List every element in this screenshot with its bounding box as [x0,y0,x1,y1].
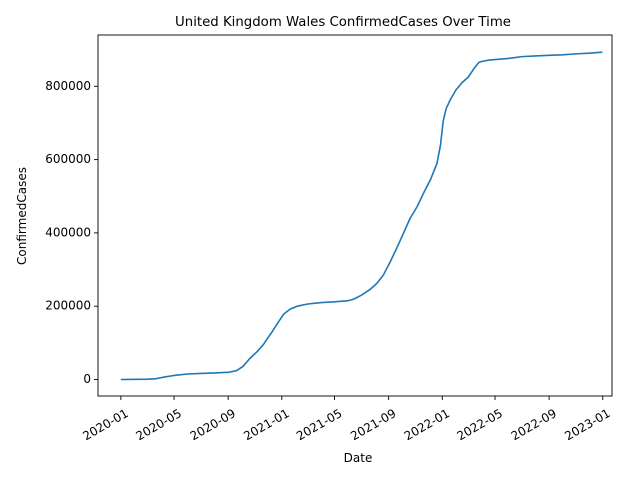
y-tick-label: 400000 [45,225,91,239]
y-axis-ticks: 0 200000 400000 600000 800000 [45,79,98,386]
chart-title: United Kingdom Wales ConfirmedCases Over… [175,15,511,30]
y-tick-label: 200000 [45,299,91,313]
y-tick-label: 800000 [45,79,91,93]
series-line-confirmed-cases [120,51,603,381]
y-axis-label: ConfirmedCases [15,167,29,265]
y-tick-label: 0 [83,372,91,386]
plot-area [120,51,603,381]
x-axis-label: Date [344,451,373,465]
y-tick-label: 600000 [45,152,91,166]
plot-frame [97,34,613,397]
